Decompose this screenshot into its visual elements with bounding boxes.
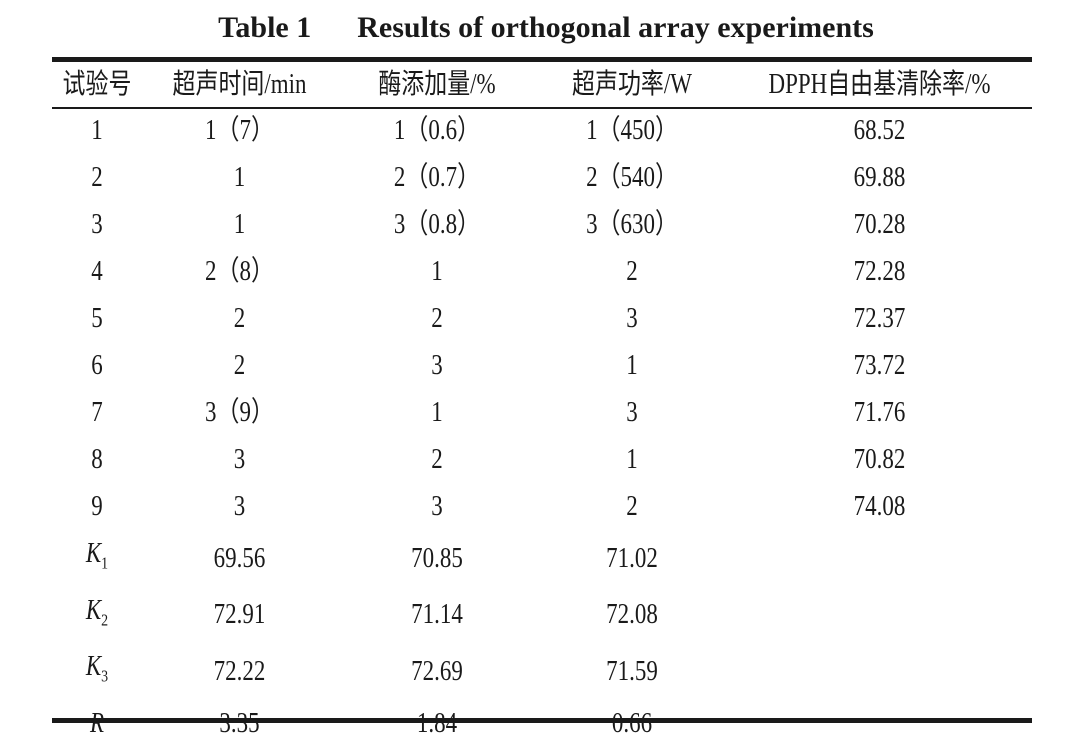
- table-row: 4 2（8） 1 2 72.28: [52, 248, 1032, 295]
- table-row: 9 3 3 2 74.08: [52, 483, 1032, 530]
- table-row: 1 1（7） 1（0.6） 1（450） 68.52: [52, 107, 1032, 154]
- cell-dpph-scavenging-rate: 70.28: [853, 209, 906, 240]
- summary-label: R: [60, 700, 134, 747]
- cell-dpph-scavenging-rate: 68.52: [853, 115, 906, 146]
- cell-dpph-scavenging-rate: [754, 700, 1004, 747]
- header-ultrasonic-power: 超声功率/W: [572, 69, 692, 100]
- top-rule: [52, 57, 1032, 62]
- table-row: 6 2 3 1 73.72: [52, 342, 1032, 389]
- table-row: 3 1 3（0.8） 3（630） 70.28: [52, 201, 1032, 248]
- cell-ultrasonic-power: 72.08: [606, 599, 658, 631]
- cell-enzyme-dosage: 70.85: [411, 542, 463, 574]
- cell-trial-number: 1: [91, 115, 103, 146]
- cell-enzyme-dosage: 2: [431, 303, 443, 334]
- cell-ultrasonic-power: 1（450）: [586, 115, 678, 146]
- cell-dpph-scavenging-rate: [754, 530, 1004, 587]
- cell-dpph-scavenging-rate: 72.37: [853, 303, 906, 334]
- cell-enzyme-dosage: 3: [431, 491, 443, 522]
- header-rule: [52, 107, 1032, 109]
- header-enzyme-dosage: 酶添加量/%: [378, 69, 496, 100]
- cell-ultrasonic-time: 1（7）: [205, 115, 274, 146]
- table-row: 8 3 2 1 70.82: [52, 436, 1032, 483]
- summary-label-text: K: [85, 538, 102, 569]
- table-number: Table 1: [218, 11, 312, 44]
- summary-label-subscript: 2: [101, 610, 109, 630]
- cell-trial-number: 8: [91, 444, 103, 475]
- header-row: 试验号 超声时间/min 酶添加量/% 超声功率/W DPPH自由基清除率/%: [52, 62, 1032, 107]
- table-row: 5 2 2 3 72.37: [52, 295, 1032, 342]
- table-caption: Table 1 Results of orthogonal array exper…: [0, 8, 1092, 48]
- cell-trial-number: 9: [91, 491, 103, 522]
- cell-dpph-scavenging-rate: 69.88: [853, 162, 906, 193]
- cell-ultrasonic-power: 1: [626, 444, 638, 475]
- summary-row: R 3.35 1.84 0.66: [52, 700, 1032, 747]
- cell-ultrasonic-time: 2（8）: [205, 256, 274, 287]
- header-ultrasonic-time: 超声时间/min: [172, 69, 307, 100]
- results-table: 试验号 超声时间/min 酶添加量/% 超声功率/W DPPH自由基清除率/% …: [52, 62, 1032, 747]
- cell-ultrasonic-time: 3: [233, 491, 246, 522]
- cell-dpph-scavenging-rate: [754, 587, 1004, 644]
- summary-label: K2: [60, 587, 134, 644]
- cell-ultrasonic-power: 2: [626, 491, 638, 522]
- cell-dpph-scavenging-rate: 70.82: [853, 444, 906, 475]
- summary-row: K3 72.22 72.69 71.59: [52, 643, 1032, 700]
- cell-trial-number: 7: [91, 397, 103, 428]
- cell-ultrasonic-time: 2: [233, 303, 246, 334]
- cell-ultrasonic-time: 69.56: [213, 542, 266, 574]
- header-dpph-scavenging-rate: DPPH自由基清除率/%: [768, 69, 991, 100]
- table-body: 1 1（7） 1（0.6） 1（450） 68.52 2 1 2（0.7） 2（540） 69.8…: [52, 107, 1032, 747]
- cell-dpph-scavenging-rate: 71.76: [853, 397, 906, 428]
- cell-ultrasonic-time: 3（9）: [205, 397, 274, 428]
- cell-ultrasonic-power: 3: [626, 303, 638, 334]
- summary-label-text: R: [89, 707, 105, 739]
- cell-ultrasonic-time: 3: [233, 444, 246, 475]
- cell-ultrasonic-power: 2（540）: [586, 162, 678, 193]
- cell-enzyme-dosage: 1: [431, 397, 443, 428]
- table-row: 2 1 2（0.7） 2（540） 69.88: [52, 154, 1032, 201]
- cell-ultrasonic-power: 71.02: [606, 542, 658, 574]
- cell-enzyme-dosage: 1（0.6）: [393, 115, 481, 146]
- cell-ultrasonic-power: 0.66: [611, 707, 653, 739]
- cell-ultrasonic-time: 3.35: [219, 707, 260, 739]
- header-trial-number: 试验号: [62, 69, 132, 100]
- cell-trial-number: 5: [91, 303, 103, 334]
- summary-label: K3: [60, 643, 134, 700]
- cell-ultrasonic-power: 71.59: [606, 655, 658, 687]
- cell-ultrasonic-time: 2: [233, 350, 246, 381]
- cell-enzyme-dosage: 3: [431, 350, 443, 381]
- cell-dpph-scavenging-rate: [754, 643, 1004, 700]
- cell-enzyme-dosage: 1: [431, 256, 443, 287]
- table-row: 7 3（9） 1 3 71.76: [52, 389, 1032, 436]
- cell-ultrasonic-time: 1: [233, 162, 246, 193]
- summary-label: K1: [60, 530, 134, 587]
- cell-trial-number: 2: [91, 162, 103, 193]
- table-title: Results of orthogonal array experiments: [357, 11, 874, 44]
- cell-dpph-scavenging-rate: 74.08: [853, 491, 906, 522]
- cell-enzyme-dosage: 72.69: [411, 655, 463, 687]
- summary-row: K2 72.91 71.14 72.08: [52, 587, 1032, 644]
- cell-trial-number: 4: [91, 256, 103, 287]
- cell-ultrasonic-power: 2: [626, 256, 638, 287]
- cell-trial-number: 6: [91, 350, 103, 381]
- summary-label-text: K: [85, 594, 102, 626]
- summary-row: K1 69.56 70.85 71.02: [52, 530, 1032, 587]
- cell-ultrasonic-power: 3: [626, 397, 638, 428]
- summary-label-subscript: 3: [101, 666, 109, 686]
- cell-enzyme-dosage: 2（0.7）: [393, 162, 481, 193]
- summary-label-subscript: 1: [101, 553, 109, 573]
- cell-ultrasonic-power: 1: [626, 350, 638, 381]
- cell-enzyme-dosage: 2: [431, 444, 443, 475]
- cell-trial-number: 3: [91, 209, 103, 240]
- summary-label-text: K: [85, 651, 102, 683]
- cell-ultrasonic-time: 1: [233, 209, 246, 240]
- cell-ultrasonic-time: 72.22: [213, 655, 266, 687]
- cell-ultrasonic-power: 3（630）: [586, 209, 678, 240]
- cell-dpph-scavenging-rate: 73.72: [853, 350, 906, 381]
- cell-ultrasonic-time: 72.91: [213, 599, 266, 631]
- cell-enzyme-dosage: 1.84: [416, 707, 458, 739]
- cell-enzyme-dosage: 71.14: [411, 599, 463, 631]
- cell-enzyme-dosage: 3（0.8）: [393, 209, 481, 240]
- cell-dpph-scavenging-rate: 72.28: [853, 256, 906, 287]
- bottom-rule: [52, 718, 1032, 723]
